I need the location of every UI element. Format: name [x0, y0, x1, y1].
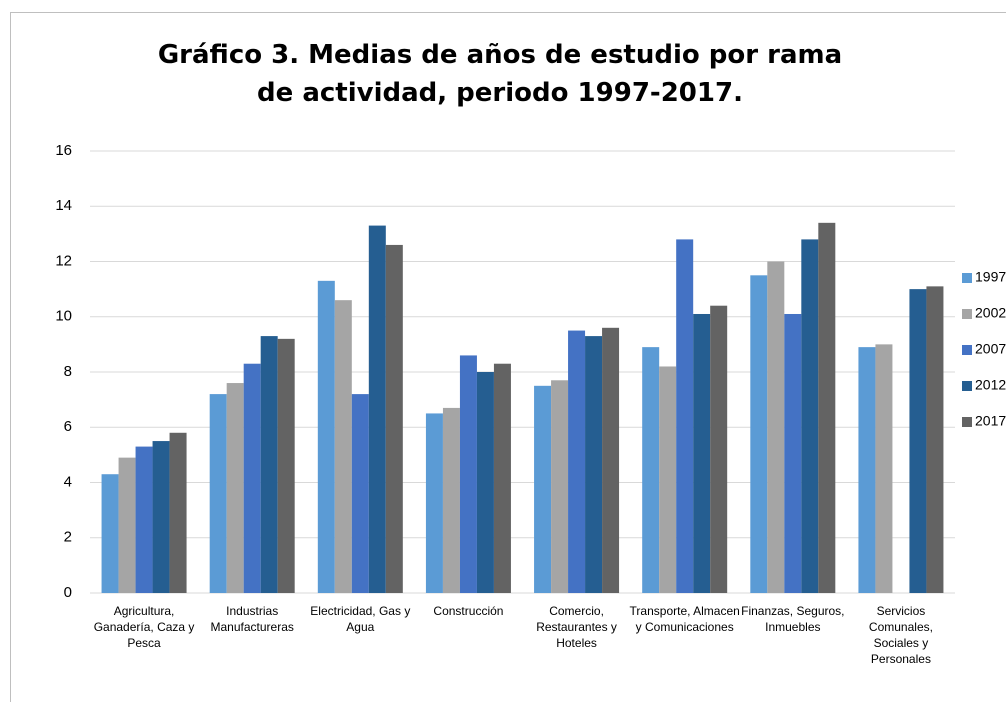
bar — [784, 313, 802, 593]
bar — [243, 363, 261, 593]
bar — [277, 338, 295, 593]
y-tick-label: 2 — [64, 529, 72, 546]
bar — [260, 336, 278, 593]
bar — [534, 385, 552, 593]
chart-title: Gráfico 3. Medias de años de estudio por… — [157, 40, 843, 108]
bar — [568, 330, 586, 593]
x-tick-label-box: Industrias Manufactureras — [210, 604, 294, 634]
x-tick-label-box: Agricultura, Ganadería, Caza y Pesca — [93, 604, 195, 650]
legend-label: 1997 — [975, 269, 1006, 285]
bar — [926, 286, 944, 593]
x-tick-label: Construcción — [433, 604, 504, 618]
x-tick-label: Electricidad, Gas y Agua — [310, 604, 411, 634]
y-tick-label: 8 — [64, 363, 72, 380]
bar — [909, 289, 927, 593]
legend-swatch — [962, 273, 972, 283]
bar — [101, 474, 119, 593]
bar — [493, 363, 511, 593]
bar — [425, 413, 443, 593]
legend-label: 2012 — [975, 377, 1006, 393]
y-tick-label: 12 — [55, 252, 72, 269]
bar — [676, 239, 694, 593]
bar — [642, 347, 660, 593]
x-tick-label-box: Construcción — [433, 604, 504, 618]
legend-swatch — [962, 309, 972, 319]
legend-swatch — [962, 345, 972, 355]
bar — [551, 380, 569, 593]
bar — [209, 394, 227, 593]
bar — [585, 336, 603, 593]
bar — [659, 366, 677, 593]
bar — [750, 275, 768, 593]
x-tick-label-box: Comercio, Restaurantes y Hoteles — [536, 604, 617, 650]
bar — [858, 347, 876, 593]
x-tick-label: Industrias Manufactureras — [210, 604, 294, 634]
bar — [152, 441, 170, 593]
bar — [818, 222, 836, 593]
bar — [118, 457, 136, 593]
y-tick-label: 0 — [64, 584, 72, 601]
x-tick-label-box: Finanzas, Seguros, Inmuebles — [741, 604, 845, 634]
bar — [317, 280, 335, 593]
legend-swatch — [962, 381, 972, 391]
bar — [169, 432, 187, 593]
legend-label: 2007 — [975, 341, 1006, 357]
x-tick-label-box: Electricidad, Gas y Agua — [310, 604, 411, 634]
y-tick-label: 4 — [64, 473, 72, 490]
chart-border — [10, 12, 1006, 702]
bar — [442, 407, 460, 593]
x-tick-label: Comercio, Restaurantes y Hoteles — [536, 604, 617, 650]
bar — [459, 355, 477, 593]
bar — [135, 446, 153, 593]
y-tick-label: 10 — [55, 308, 72, 325]
y-tick-label: 14 — [55, 197, 72, 214]
x-tick-label: Finanzas, Seguros, Inmuebles — [741, 604, 845, 634]
y-tick-label: 16 — [55, 142, 72, 159]
bar — [693, 313, 711, 593]
bar — [801, 239, 819, 593]
x-tick-label: Transporte, Almacen y Comunicaciones — [629, 604, 740, 634]
x-tick-label-box: Transporte, Almacen y Comunicaciones — [629, 604, 740, 634]
x-tick-label: Agricultura, Ganadería, Caza y Pesca — [93, 604, 195, 650]
bar — [334, 300, 352, 593]
x-tick-label-box: Servicios Comunales, Sociales y Personal… — [868, 604, 933, 666]
bar — [875, 344, 893, 593]
bar — [476, 372, 494, 593]
bar — [226, 383, 244, 593]
legend-swatch — [962, 417, 972, 427]
bar — [767, 261, 785, 593]
legend-label: 2002 — [975, 305, 1006, 321]
x-tick-label: Servicios Comunales, Sociales y Personal… — [868, 604, 933, 666]
bar — [602, 327, 620, 593]
bar — [368, 225, 386, 593]
bar — [385, 244, 403, 594]
bar — [710, 305, 728, 593]
bar — [351, 394, 369, 593]
y-tick-label: 6 — [64, 418, 72, 435]
legend-label: 2017 — [975, 413, 1006, 429]
